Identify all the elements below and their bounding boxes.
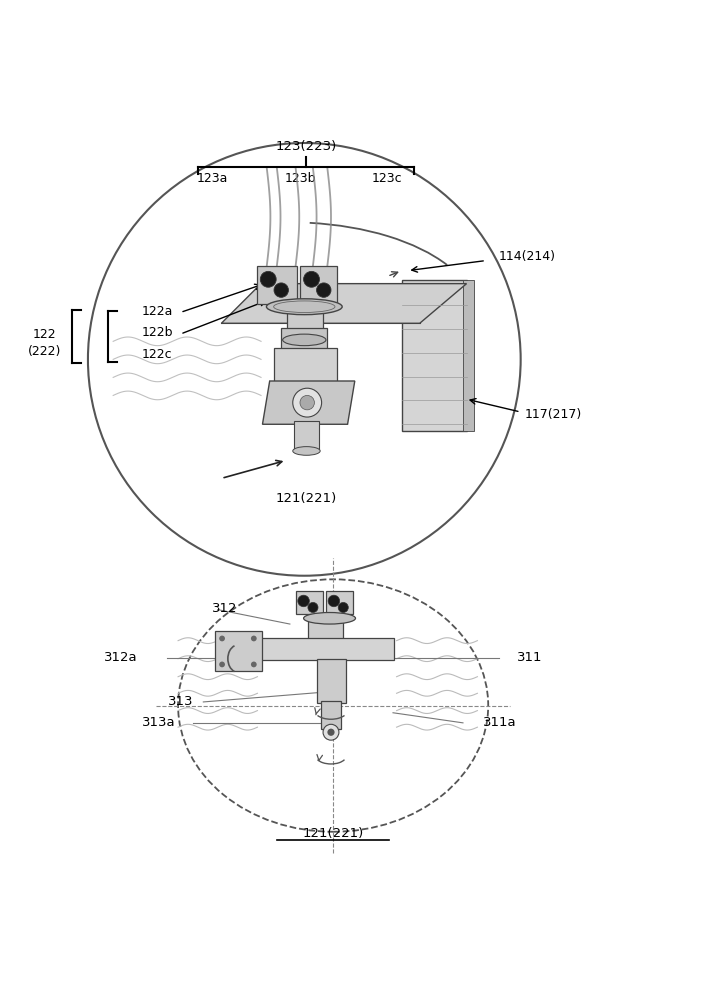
Text: 311: 311 — [517, 651, 542, 664]
Text: 117(217): 117(217) — [524, 408, 581, 421]
Bar — [258, 266, 297, 304]
Circle shape — [251, 636, 257, 641]
Circle shape — [300, 395, 314, 410]
Circle shape — [298, 595, 309, 607]
Bar — [294, 421, 319, 450]
Text: 121(221): 121(221) — [303, 827, 363, 840]
Bar — [321, 701, 341, 729]
Bar — [215, 631, 262, 671]
Bar — [281, 328, 327, 350]
Bar — [326, 591, 353, 614]
Text: (222): (222) — [28, 345, 62, 358]
Bar — [300, 266, 337, 304]
Text: 122b: 122b — [142, 326, 174, 339]
Ellipse shape — [266, 299, 342, 315]
Text: 313a: 313a — [142, 716, 175, 729]
Text: 123c: 123c — [372, 172, 403, 185]
Circle shape — [219, 662, 225, 667]
Bar — [402, 280, 466, 431]
Text: 122a: 122a — [142, 305, 174, 318]
Polygon shape — [263, 381, 355, 424]
Text: 121(221): 121(221) — [275, 492, 337, 505]
Circle shape — [261, 271, 276, 287]
Circle shape — [303, 271, 319, 287]
Circle shape — [328, 595, 340, 607]
Ellipse shape — [282, 334, 326, 346]
Circle shape — [292, 388, 321, 417]
Text: 114(214): 114(214) — [499, 250, 556, 263]
Text: 313: 313 — [167, 695, 193, 708]
Circle shape — [316, 283, 331, 297]
Polygon shape — [222, 284, 466, 323]
Circle shape — [274, 283, 288, 297]
Text: 312: 312 — [212, 602, 237, 615]
Bar — [287, 305, 323, 331]
Text: 122: 122 — [33, 328, 56, 341]
Circle shape — [219, 636, 225, 641]
Circle shape — [251, 662, 257, 667]
Ellipse shape — [292, 447, 320, 455]
Text: 312a: 312a — [104, 651, 138, 664]
Text: 123(223): 123(223) — [275, 140, 337, 153]
Ellipse shape — [303, 613, 355, 624]
Text: 122c: 122c — [142, 348, 172, 361]
Circle shape — [338, 602, 348, 613]
Text: 123b: 123b — [285, 172, 316, 185]
Bar — [295, 591, 323, 614]
Circle shape — [323, 724, 339, 740]
Text: 123a: 123a — [197, 172, 228, 185]
Bar — [317, 659, 346, 703]
Bar — [463, 280, 473, 431]
Circle shape — [327, 729, 334, 736]
Bar — [256, 638, 395, 660]
Circle shape — [308, 602, 318, 613]
Text: 311a: 311a — [483, 716, 517, 729]
Bar — [308, 616, 342, 641]
Bar — [274, 348, 337, 382]
